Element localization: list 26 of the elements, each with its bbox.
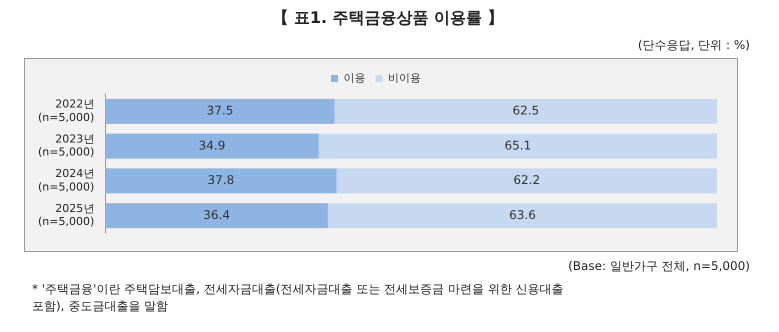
data-label: 37.8	[208, 173, 234, 187]
bar	[105, 168, 336, 194]
y-tick-label: 2022년 (n=5,000)	[38, 98, 94, 124]
text: (Base: 일반가구 전체, n=5,000)	[567, 258, 750, 275]
bar	[328, 203, 717, 228]
bar	[105, 203, 328, 228]
bar	[105, 98, 335, 124]
legend-label: 비이용	[388, 71, 421, 84]
y-tick-label: 2023년 (n=5,000)	[38, 132, 94, 159]
y-tick-label: 2025년 (n=5,000)	[38, 202, 94, 228]
data-label: 62.2	[513, 173, 540, 187]
bar	[105, 134, 319, 159]
bar	[336, 168, 717, 194]
text: * '주택금융'이란 주택담보대출, 전세자금대출(전세자금대출 또는 전세보증금 마련을 위한 신용대출 포함), 중도금대출을 말함	[32, 281, 565, 315]
legend-label: 이용	[344, 71, 366, 84]
data-label: 34.9	[198, 138, 226, 152]
bar	[318, 134, 717, 159]
data-label: 62.5	[512, 104, 540, 118]
bar	[334, 98, 717, 124]
chart-title: 【 표1. 주택금융상품 이용률 】	[271, 8, 505, 29]
data-label: 37.5	[206, 104, 234, 118]
data-label: 63.6	[509, 208, 536, 222]
data-label: 65.1	[504, 138, 532, 152]
data-label: 36.4	[203, 208, 230, 222]
y-tick-label: 2024년 (n=5,000)	[38, 167, 94, 194]
chart-subtitle: (단수응답, 단위 : %)	[636, 37, 750, 54]
